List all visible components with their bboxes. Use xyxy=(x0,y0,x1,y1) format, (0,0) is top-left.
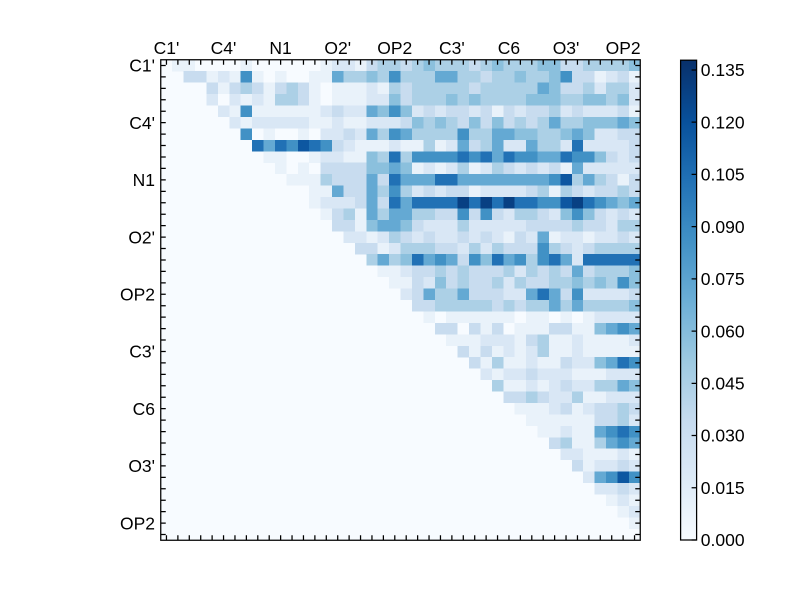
svg-text:N1: N1 xyxy=(133,170,155,190)
svg-text:C4': C4' xyxy=(129,113,155,133)
svg-text:C6: C6 xyxy=(133,399,155,419)
svg-text:C1': C1' xyxy=(129,56,155,76)
svg-text:C4': C4' xyxy=(211,38,237,58)
svg-text:0.105: 0.105 xyxy=(701,165,745,185)
svg-text:0.060: 0.060 xyxy=(701,321,745,341)
svg-text:O3': O3' xyxy=(553,38,580,58)
svg-text:OP2: OP2 xyxy=(120,513,155,533)
svg-text:C3': C3' xyxy=(439,38,465,58)
svg-text:0.120: 0.120 xyxy=(701,112,745,132)
svg-text:N1: N1 xyxy=(269,38,291,58)
svg-text:C1': C1' xyxy=(154,38,180,58)
svg-text:0.015: 0.015 xyxy=(701,478,745,498)
svg-text:0.075: 0.075 xyxy=(701,269,745,289)
svg-text:0.135: 0.135 xyxy=(701,60,745,80)
svg-text:C6: C6 xyxy=(498,38,520,58)
svg-text:OP2: OP2 xyxy=(606,38,641,58)
svg-text:0.090: 0.090 xyxy=(701,217,745,237)
svg-text:C3': C3' xyxy=(129,342,155,362)
svg-text:O3': O3' xyxy=(128,456,155,476)
svg-text:O2': O2' xyxy=(324,38,351,58)
svg-text:0.045: 0.045 xyxy=(701,374,745,394)
svg-text:O2': O2' xyxy=(128,227,155,247)
svg-text:0.030: 0.030 xyxy=(701,426,745,446)
svg-text:0.000: 0.000 xyxy=(701,530,745,550)
svg-text:OP2: OP2 xyxy=(120,284,155,304)
svg-text:OP2: OP2 xyxy=(377,38,412,58)
